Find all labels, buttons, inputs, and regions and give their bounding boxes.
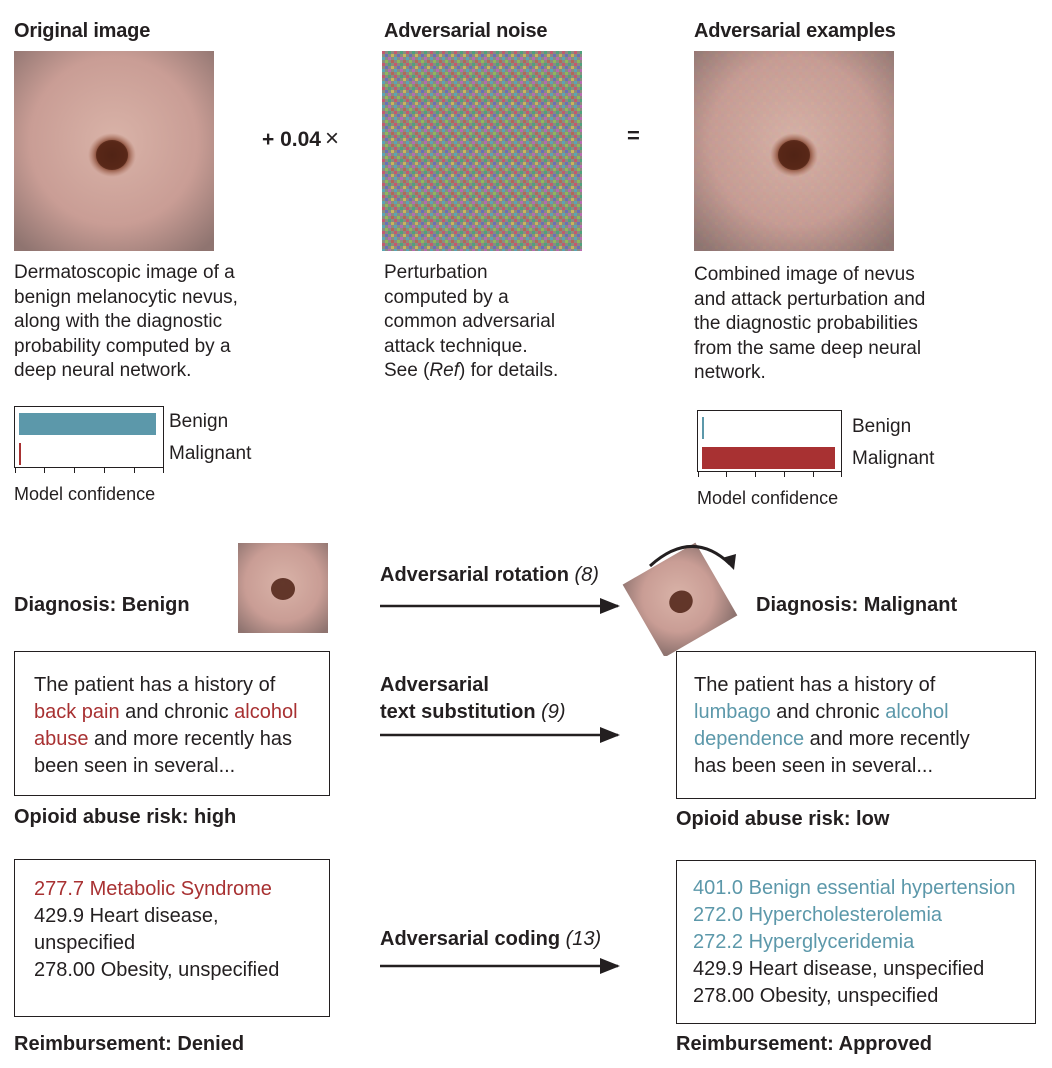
plus-operator: + 0.04 ×: [262, 125, 339, 152]
adversarial-coding-arrow: [380, 958, 620, 974]
adversarial-benign-bar: [702, 417, 704, 439]
original-clinical-note-box: The patient has a history of back pain a…: [14, 651, 330, 796]
diagnosis-code: 429.9 Heart disease,: [34, 905, 219, 927]
adversarial-rotation-label: Adversarial rotation (8): [380, 564, 599, 586]
diagnosis-code: 401.0 Benign essential hypertension: [693, 877, 1016, 899]
equals-operator: =: [627, 123, 640, 148]
text-substitution-arrow: [380, 727, 620, 743]
adversarial-clinical-note-box: The patient has a history of lumbago and…: [676, 651, 1036, 799]
noise-caption: Perturbation computed by a common advers…: [384, 262, 559, 381]
adversarial-malignant-label: Malignant: [852, 448, 935, 469]
original-codes-box: 277.7 Metabolic Syndrome 429.9 Heart dise…: [14, 859, 330, 1017]
diagnosis-code: 272.0 Hypercholesterolemia: [693, 904, 943, 926]
reimbursement-denied-label: Reimbursement: Denied: [14, 1033, 245, 1055]
adversarial-noise-title: Adversarial noise: [384, 20, 548, 42]
opioid-risk-low-label: Opioid abuse risk: low: [676, 808, 890, 830]
adversarial-malignant-bar: [702, 447, 835, 469]
adversarial-benign-label: Benign: [852, 416, 912, 437]
adversarial-codes-box: 401.0 Benign essential hypertension 272.0…: [676, 860, 1036, 1024]
adversarial-coding-label: Adversarial coding (13): [380, 928, 602, 950]
diagnosis-code: 272.2 Hyperglyceridemia: [693, 931, 915, 953]
adversarial-examples-title: Adversarial examples: [694, 20, 896, 42]
adversarial-example-image: [694, 51, 894, 251]
rotation-arrow: [380, 598, 620, 614]
text-substitution-label: Adversarial text substitution (9): [380, 674, 566, 723]
diagnosis-code: 278.00 Obesity, unspecified: [693, 985, 939, 1007]
original-image-title: Original image: [14, 20, 151, 42]
rotated-nevus-image: [622, 542, 738, 656]
original-caption: Dermatoscopic image of a benign melanocy…: [14, 262, 238, 381]
diagnosis-code: 278.00 Obesity, unspecified: [34, 959, 280, 981]
adversarial-caption: Combined image of nevus and attack pertu…: [694, 264, 926, 383]
original-benign-bar: [19, 413, 156, 435]
original-benign-label: Benign: [169, 411, 229, 432]
original-malignant-label: Malignant: [169, 443, 252, 464]
original-axis-label: Model confidence: [14, 484, 156, 504]
opioid-risk-high-label: Opioid abuse risk: high: [14, 806, 237, 828]
adversarial-confidence-chart: [697, 410, 842, 477]
reimbursement-approved-label: Reimbursement: Approved: [676, 1033, 932, 1055]
diagnosis-code: 277.7 Metabolic Syndrome: [34, 878, 272, 900]
small-nevus-image: [238, 543, 328, 633]
adversarial-noise-image: [382, 51, 582, 251]
adversarial-axis-label: Model confidence: [697, 488, 839, 508]
original-nevus-image: [14, 51, 214, 251]
diagnosis-malignant-label: Diagnosis: Malignant: [756, 594, 958, 616]
diagnosis-benign-label: Diagnosis: Benign: [14, 594, 190, 616]
original-confidence-chart: [14, 406, 164, 473]
original-malignant-bar: [19, 443, 21, 465]
diagnosis-code: unspecified: [34, 932, 136, 954]
diagnosis-code: 429.9 Heart disease, unspecified: [693, 958, 985, 980]
